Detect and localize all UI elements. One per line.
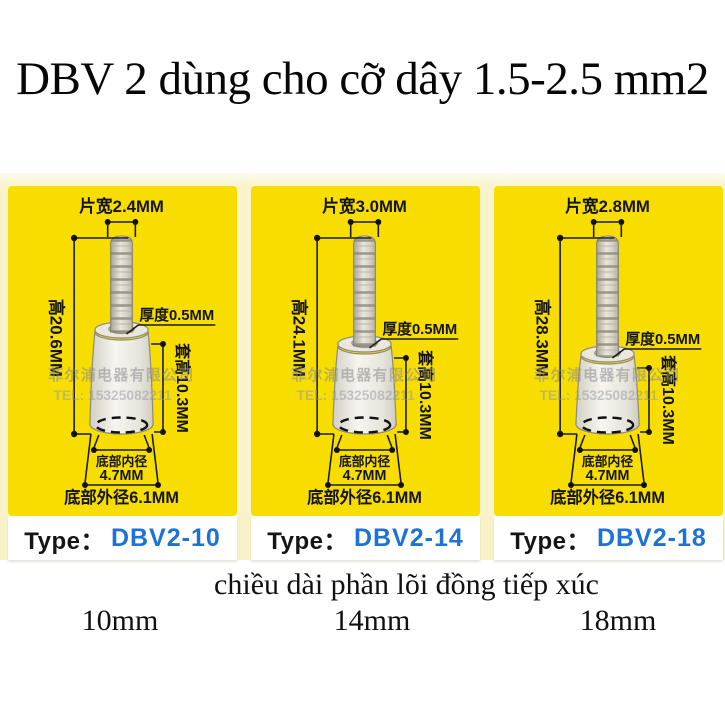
thickness-label: 厚度0.5MM	[382, 320, 457, 338]
inner-diameter-label-2: 4.7MM	[343, 468, 387, 484]
inner-diameter-dimension	[333, 434, 396, 453]
thickness-label: 厚度0.5MM	[139, 306, 214, 324]
type-strip-dbv2-18: Type： DBV2-18	[494, 516, 723, 560]
bore-dashed-ellipse	[337, 416, 392, 434]
inner-diameter-label-2: 4.7MM	[586, 468, 630, 484]
length-value-dbv2-10: 10mm	[81, 604, 159, 637]
type-value-dbv2-18: DBV2-18	[596, 523, 707, 552]
watermark-tel: TEL: 15325082211	[54, 387, 172, 403]
outer-diameter-dimension	[325, 433, 404, 488]
panel-dbv2-14: 片宽3.0MM 高24.1MM 厚度0.5MM 套高10.3MM	[251, 186, 480, 560]
inner-diameter-label-1: 底部内径	[96, 454, 147, 469]
height-label: 高20.6MM	[46, 299, 66, 377]
bore-dashed-ellipse	[580, 416, 635, 434]
height-dimension	[70, 234, 129, 438]
height-dimension	[556, 234, 615, 438]
sleeve-height-dimension	[394, 355, 409, 435]
panel-dbv2-18-drawing: 片宽2.8MM 高28.3MM 厚度0.5MM 套高10.3MM	[494, 186, 723, 516]
panels-row: 片宽2.4MM 高20.6MM 厚度0.5MM	[0, 173, 725, 560]
outer-diameter-label: 底部外径6.1MM	[307, 488, 422, 507]
inner-diameter-dimension	[90, 434, 153, 453]
panel-dbv2-14-drawing: 片宽3.0MM 高24.1MM 厚度0.5MM 套高10.3MM	[251, 186, 480, 516]
outer-diameter-dimension	[82, 433, 161, 488]
height-dimension	[313, 234, 372, 438]
blade-width-label: 片宽2.4MM	[79, 196, 164, 216]
inner-diameter-label-1: 底部内径	[339, 454, 390, 469]
watermark-tel: TEL: 15325082211	[540, 387, 658, 403]
type-value-dbv2-10: DBV2-10	[110, 523, 221, 552]
thickness-callout	[125, 324, 216, 335]
pin-drawing	[110, 235, 133, 333]
length-value-dbv2-18: 18mm	[579, 604, 657, 637]
pin-drawing	[596, 235, 619, 357]
core-length-caption: chiều dài phần lõi đồng tiếp xúc	[214, 568, 599, 601]
watermark-company: 菲尔浦电器有限公司	[291, 366, 437, 384]
sleeve-height-label: 套高10.3MM	[659, 355, 678, 445]
outer-diameter-label: 底部外径6.1MM	[64, 488, 179, 507]
bore-dashed-ellipse	[94, 416, 149, 434]
panel-dbv2-10: 片宽2.4MM 高20.6MM 厚度0.5MM	[8, 186, 237, 560]
thickness-callout	[368, 338, 459, 349]
type-label: Type：	[267, 527, 348, 555]
panel-dbv2-18: 片宽2.8MM 高28.3MM 厚度0.5MM 套高10.3MM	[494, 186, 723, 560]
outer-diameter-dimension	[568, 433, 647, 488]
sleeve-height-label: 套高10.3MM	[416, 350, 435, 440]
length-value-dbv2-14: 14mm	[333, 604, 411, 637]
outer-diameter-label: 底部外径6.1MM	[550, 488, 665, 507]
type-label: Type：	[24, 527, 105, 555]
pin-drawing	[353, 235, 376, 347]
type-strip-dbv2-14: Type： DBV2-14	[251, 516, 480, 560]
sleeve-height-label: 套高10.3MM	[173, 343, 192, 433]
thickness-callout	[611, 348, 702, 359]
panel-dbv2-10-drawing: 片宽2.4MM 高20.6MM 厚度0.5MM	[8, 186, 237, 516]
watermark-company: 菲尔浦电器有限公司	[48, 366, 194, 384]
height-label: 高28.3MM	[532, 299, 552, 377]
page-title: DBV 2 dùng cho cỡ dây 1.5-2.5 mm2	[16, 53, 709, 105]
type-strip-dbv2-10: Type： DBV2-10	[8, 516, 237, 560]
type-label: Type：	[510, 527, 591, 555]
type-value-dbv2-14: DBV2-14	[353, 523, 464, 552]
blade-width-dimension	[104, 219, 139, 237]
blade-width-label: 片宽2.8MM	[565, 196, 650, 216]
height-label: 高24.1MM	[289, 299, 309, 377]
sleeve-drawing	[575, 345, 640, 435]
blade-width-dimension	[590, 219, 625, 237]
thickness-label: 厚度0.5MM	[625, 330, 700, 348]
inner-diameter-dimension	[576, 434, 639, 453]
sleeve-height-dimension	[151, 341, 166, 435]
watermark-company: 菲尔浦电器有限公司	[534, 366, 680, 384]
blade-width-label: 片宽3.0MM	[322, 196, 407, 216]
core-length-values: 10mm 14mm 18mm	[0, 604, 725, 646]
sleeve-drawing	[332, 335, 397, 435]
inner-diameter-label-2: 4.7MM	[100, 468, 144, 484]
watermark-tel: TEL: 15325082211	[297, 387, 415, 403]
sleeve-height-dimension	[637, 365, 652, 435]
blade-width-dimension	[347, 219, 382, 237]
inner-diameter-label-1: 底部内径	[582, 454, 633, 469]
